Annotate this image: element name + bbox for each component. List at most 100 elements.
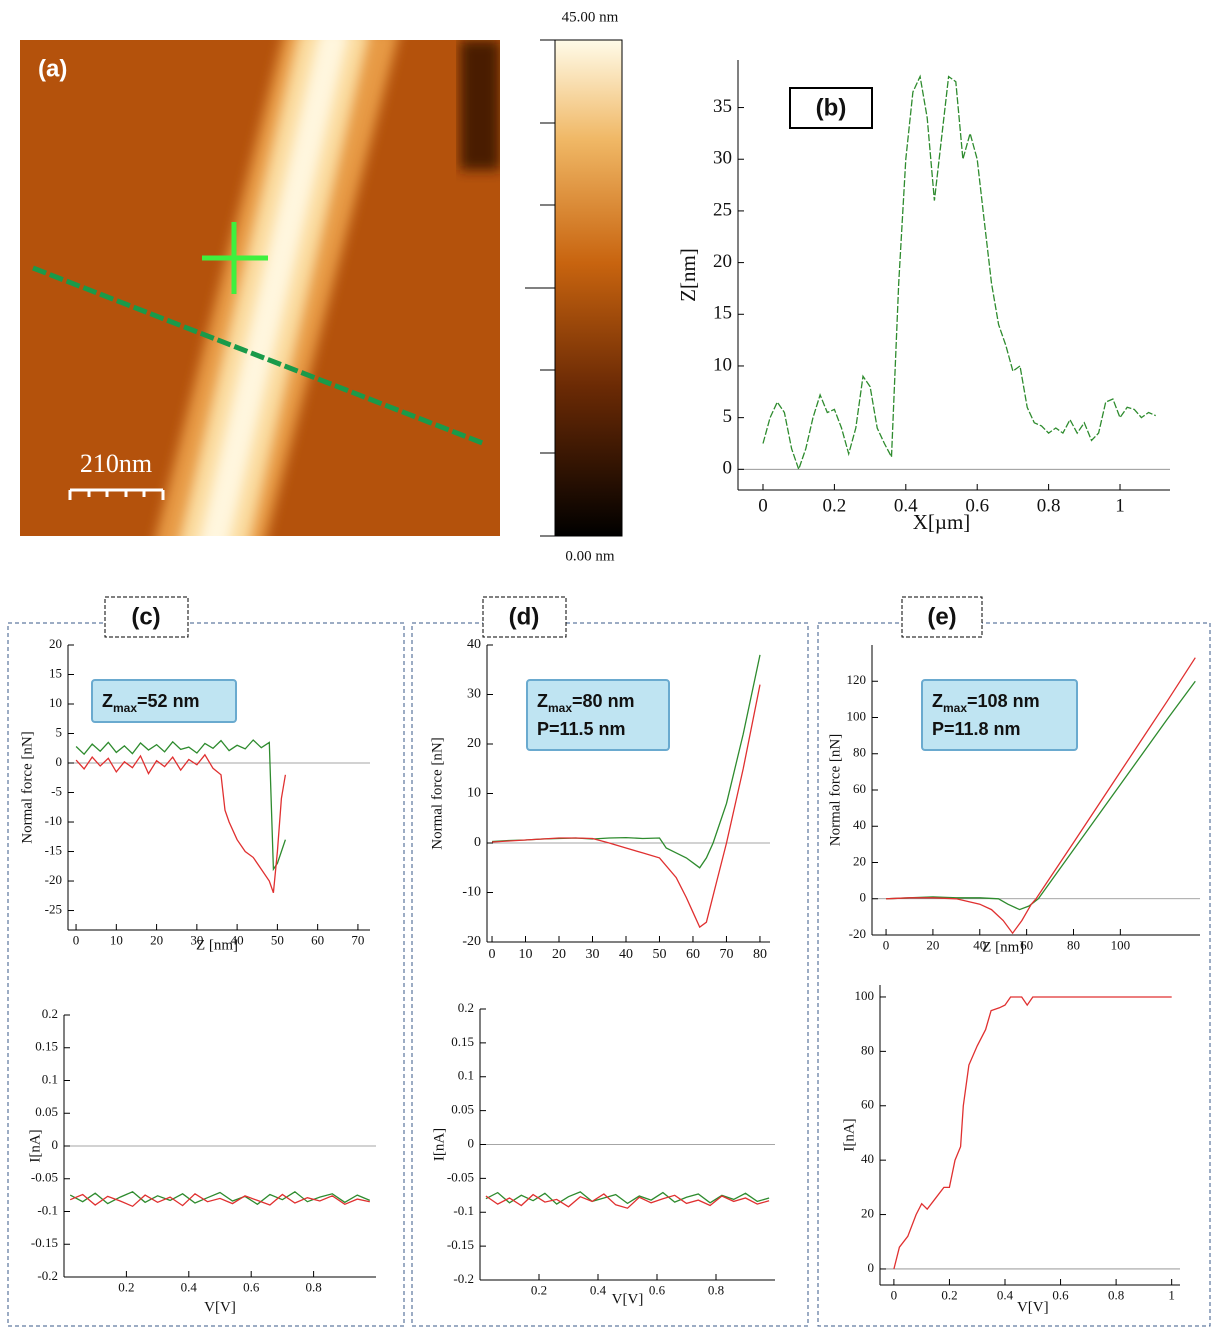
y-tick-label: 0 (56, 754, 63, 769)
y-tick-label: 20 (467, 736, 481, 751)
x-tick-label: 1 (1115, 495, 1125, 516)
x-tick-label: 0.2 (823, 495, 847, 516)
y-tick-label: 0.1 (42, 1071, 58, 1086)
x-tick-label: 0.4 (997, 1288, 1014, 1303)
panel-frame (7, 622, 405, 1327)
y-tick-label: 20 (861, 1206, 874, 1221)
y-tick-label: 0 (468, 1135, 475, 1150)
y-tick-label: 80 (853, 745, 866, 760)
y-axis-label: Normal force [nN] (429, 737, 445, 849)
y-tick-label: 0.2 (42, 1006, 58, 1021)
x-tick-label: 30 (190, 933, 203, 948)
x-tick-label: 70 (351, 933, 364, 948)
annotation-box (91, 679, 237, 723)
x-tick-label: 70 (719, 947, 733, 962)
colorbar-tick-label: 45.00 nm (562, 9, 619, 25)
label-box (104, 596, 189, 638)
y-tick-label: 0.15 (451, 1034, 474, 1049)
y-tick-label: 60 (861, 1097, 874, 1112)
y-tick-label: 120 (847, 672, 867, 687)
x-axis-label: X[µm] (913, 510, 971, 534)
y-tick-label: -0.2 (37, 1268, 58, 1283)
y-axis-label: Z[nm] (676, 248, 700, 302)
afm-image (20, 40, 500, 536)
x-axis-label: V[V] (204, 1299, 236, 1315)
x-tick-label: 20 (150, 933, 163, 948)
label-box (789, 87, 873, 129)
data-line (491, 684, 761, 929)
x-tick-label: 0.4 (590, 1283, 607, 1298)
y-tick-label: 100 (855, 988, 875, 1003)
x-tick-label: 50 (271, 933, 284, 948)
y-tick-label: 20 (853, 853, 866, 868)
x-axis-label: Z [nm] (982, 939, 1024, 955)
annotation-text: max (113, 701, 137, 715)
annotation-text: P=11.5 nm (537, 719, 626, 739)
annotation-text: =52 nm (137, 691, 200, 711)
x-tick-label: 100 (1111, 938, 1131, 953)
data-line (893, 996, 1172, 1270)
y-tick-label: 10 (467, 786, 481, 801)
y-tick-label: 0 (723, 458, 733, 479)
annotation: Zmax=108 nm (932, 691, 1040, 715)
y-tick-label: 5 (56, 724, 63, 739)
data-line (69, 1191, 371, 1206)
y-axis-label: I[nA] (27, 1129, 43, 1162)
y-tick-label: 40 (467, 637, 481, 652)
x-tick-label: 10 (110, 933, 123, 948)
y-tick-label: 10 (49, 695, 62, 710)
x-tick-label: 40 (619, 947, 633, 962)
x-tick-label: 0 (73, 933, 80, 948)
y-tick-label: 100 (847, 708, 867, 723)
annotation: Zmax=80 nm (537, 691, 635, 715)
x-tick-label: 0.4 (894, 495, 918, 516)
x-tick-label: 0 (489, 947, 496, 962)
panel-label: (c) (131, 603, 160, 630)
y-tick-label: -15 (45, 843, 62, 858)
y-tick-label: 10 (713, 354, 732, 375)
annotation: P=11.5 nm (537, 719, 626, 739)
scale-bar (68, 488, 165, 500)
y-tick-label: 60 (853, 781, 866, 796)
x-tick-label: 0 (758, 495, 768, 516)
x-tick-label: 0.6 (243, 1280, 260, 1295)
y-tick-label: -25 (45, 902, 62, 917)
y-tick-label: -0.15 (447, 1237, 474, 1252)
y-tick-label: -0.1 (453, 1203, 474, 1218)
panel-label: (b) (816, 94, 847, 121)
y-tick-label: -20 (462, 934, 481, 949)
x-tick-label: 20 (552, 947, 566, 962)
y-tick-label: -0.2 (453, 1271, 474, 1286)
data-line (485, 1193, 770, 1209)
annotation-box (921, 679, 1078, 751)
y-tick-label: 80 (861, 1042, 874, 1057)
label-box (482, 596, 567, 638)
y-tick-label: 30 (713, 148, 732, 169)
data-line (75, 739, 287, 872)
annotation-text: Z (102, 691, 113, 711)
colorbar-tick-label: 0.00 nm (565, 548, 615, 564)
y-tick-label: 15 (49, 665, 62, 680)
y-tick-label: 0 (868, 1260, 875, 1275)
y-tick-label: 20 (713, 251, 732, 272)
x-tick-label: 0 (891, 1288, 898, 1303)
panel-label: (d) (509, 603, 540, 630)
scale-bar-label: 210nm (80, 449, 152, 478)
x-tick-label: 0 (883, 938, 890, 953)
x-tick-label: 0.2 (941, 1288, 957, 1303)
data-line (69, 1192, 370, 1208)
y-tick-label: -0.05 (31, 1170, 58, 1185)
data-line (75, 753, 287, 894)
x-tick-label: 0.2 (531, 1283, 547, 1298)
x-tick-label: 20 (926, 938, 939, 953)
panel-label: (e) (927, 603, 956, 630)
y-axis-label: Normal force [nN] (19, 731, 35, 843)
y-tick-label: 20 (49, 636, 62, 651)
y-tick-label: 40 (861, 1151, 874, 1166)
annotation: Zmax=52 nm (102, 691, 200, 715)
x-tick-label: 80 (1067, 938, 1080, 953)
y-tick-label: 0 (474, 835, 481, 850)
x-tick-label: 0.6 (965, 495, 989, 516)
y-tick-label: 30 (467, 687, 481, 702)
y-axis-label: I[nA] (431, 1128, 447, 1161)
